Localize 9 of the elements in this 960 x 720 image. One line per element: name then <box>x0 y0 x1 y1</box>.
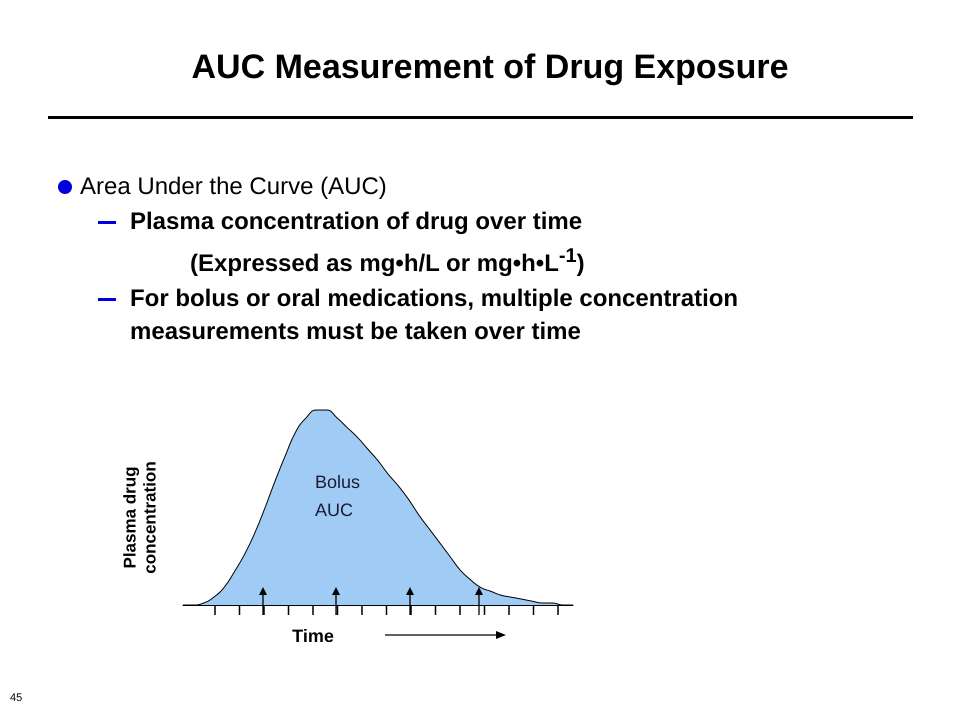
text: 45 <box>10 692 22 704</box>
text: Area Under the Curve (AUC) <box>80 173 387 200</box>
text: For bolus or oral medications, multiple concentration measurements must be taken over time <box>130 285 738 345</box>
text: Plasma concentration of drug over time <box>130 208 582 235</box>
text: (Expressed as mg•h/L or mg•h•L$^{-1}$) <box>190 245 585 277</box>
chart-title: AUC Measurement of Drug Exposure <box>190 48 790 87</box>
y-axis-title: Plasma drug concentration <box>120 461 160 574</box>
x-axis-title: Time <box>292 626 334 646</box>
annotation: Bolus AUC <box>315 472 366 520</box>
